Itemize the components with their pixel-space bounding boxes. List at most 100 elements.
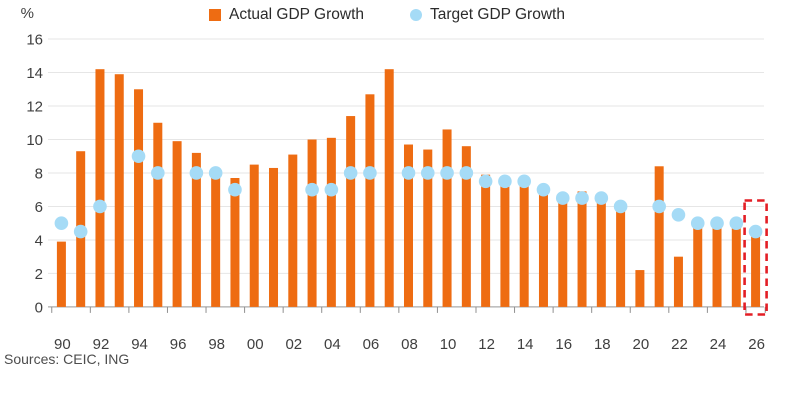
target-dot-2005: [343, 166, 358, 180]
bar-1997: [191, 152, 201, 307]
sources-caption: Sources: CEIC, ING: [4, 351, 130, 367]
target-dot-2026: [748, 224, 763, 239]
x-tick-label-2018: 18: [594, 336, 611, 353]
bar-2023: [693, 219, 703, 307]
x-tick-label-1994: 94: [131, 336, 148, 353]
bar-1993: [114, 74, 124, 307]
target-dot-2016: [555, 191, 570, 205]
target-dot-2023: [690, 216, 705, 230]
target-dot-2025: [729, 216, 744, 230]
target-dot-2022: [671, 208, 686, 222]
bar-2000: [249, 164, 259, 307]
x-tick-label-2008: 08: [401, 336, 418, 353]
target-dot-1997: [189, 166, 204, 180]
legend-label-target: Target GDP Growth: [430, 6, 565, 23]
y-tick-label-4: 4: [35, 232, 43, 249]
target-dot-2017: [575, 191, 589, 205]
bar-2004: [326, 137, 336, 307]
target-dot-1994: [131, 149, 146, 164]
target-dot-2004: [324, 182, 339, 197]
x-tick-label-2010: 10: [440, 336, 457, 353]
target-dot-2012: [478, 174, 493, 189]
target-dot-2015: [536, 182, 551, 197]
y-tick-label-2: 2: [35, 266, 43, 283]
chart-legend: Actual GDP Growth Target GDP Growth: [0, 6, 774, 24]
bar-2012: [481, 174, 491, 307]
bar-2022: [673, 256, 683, 307]
y-tick-label-8: 8: [35, 165, 43, 182]
bar-2024: [712, 223, 722, 307]
bar-2020: [635, 270, 645, 307]
target-dot-1991: [73, 224, 88, 239]
bar-2006: [365, 94, 375, 307]
bar-2019: [616, 206, 626, 307]
x-tick-label-2026: 26: [748, 336, 765, 353]
y-tick-label-12: 12: [26, 99, 43, 116]
bar-2013: [500, 176, 510, 307]
bar-2005: [346, 116, 356, 307]
bar-2015: [538, 189, 548, 307]
bar-1999: [230, 178, 240, 307]
y-tick-label-10: 10: [26, 132, 43, 149]
x-tick-label-2002: 02: [285, 336, 302, 353]
legend-item-actual: Actual GDP Growth: [209, 6, 364, 24]
target-dot-1990: [54, 216, 69, 230]
target-dot-2008: [401, 166, 416, 180]
bar-2007: [384, 69, 394, 307]
bar-2025: [731, 228, 741, 307]
target-dot-2009: [420, 166, 435, 180]
bar-2010: [442, 129, 452, 307]
x-tick-label-2014: 14: [517, 336, 534, 353]
bar-2014: [519, 183, 529, 307]
target-dot-2010: [440, 166, 454, 180]
legend-label-actual: Actual GDP Growth: [229, 6, 364, 23]
target-dot-2019: [613, 199, 628, 214]
x-tick-label-2012: 12: [478, 336, 495, 353]
x-tick-label-2016: 16: [555, 336, 572, 353]
target-dot-2021: [652, 199, 666, 214]
bar-1995: [153, 122, 163, 307]
bar-2018: [596, 194, 606, 307]
x-tick-label-1990: 90: [54, 336, 71, 353]
bar-1990: [56, 241, 66, 307]
target-dot-1998: [208, 166, 223, 180]
legend-item-target: Target GDP Growth: [410, 6, 565, 24]
bar-2026: [751, 236, 761, 307]
bar-2001: [269, 167, 279, 307]
target-dot-2013: [498, 174, 512, 189]
y-tick-label-14: 14: [26, 65, 43, 82]
bar-2017: [577, 191, 587, 307]
circle-icon: [410, 9, 422, 21]
bar-1992: [95, 69, 105, 307]
x-tick-label-2020: 20: [633, 336, 650, 353]
target-dot-2018: [594, 191, 609, 205]
bar-2021: [654, 166, 664, 307]
square-icon: [209, 9, 222, 21]
forecast-box-2026: [743, 199, 768, 316]
target-dot-1992: [93, 199, 107, 214]
x-tick-label-2022: 22: [671, 336, 688, 353]
x-tick-label-2024: 24: [710, 336, 727, 353]
x-tick-label-1996: 96: [170, 336, 187, 353]
y-tick-label-0: 0: [35, 299, 43, 316]
x-tick-label-2006: 06: [363, 336, 380, 353]
y-tick-label-6: 6: [35, 199, 43, 216]
bar-1994: [134, 89, 144, 307]
target-dot-2006: [363, 166, 377, 180]
y-axis-unit-label: %: [20, 5, 34, 22]
x-tick-label-1998: 98: [208, 336, 225, 353]
target-dot-2011: [459, 166, 474, 180]
bar-2009: [423, 149, 433, 307]
bar-1998: [211, 176, 221, 307]
bar-2003: [307, 139, 317, 307]
bar-2002: [288, 154, 298, 307]
target-dot-2024: [710, 216, 724, 230]
x-tick-label-1992: 92: [93, 336, 110, 353]
y-tick-label-16: 16: [26, 32, 43, 49]
bar-2008: [403, 144, 413, 307]
bar-1996: [172, 141, 182, 307]
target-dot-2014: [517, 174, 531, 189]
target-dot-1999: [228, 182, 242, 197]
